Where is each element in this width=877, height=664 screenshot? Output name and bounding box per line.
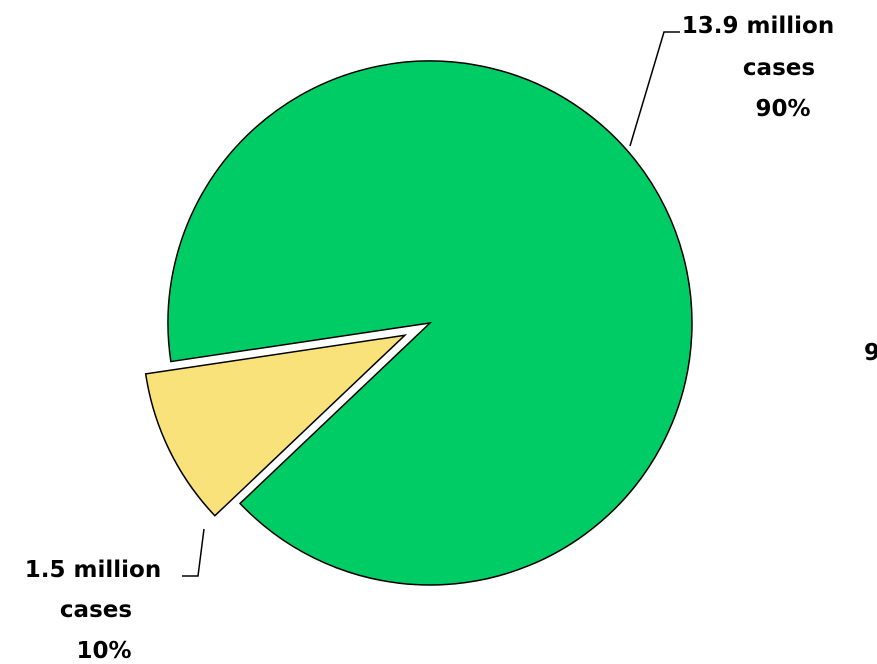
slice-label-large-line-2: cases (743, 55, 815, 81)
cut-off-label: 9 (864, 340, 877, 366)
pie-slice-large (167, 60, 693, 586)
leader-line-large-slice (629, 31, 680, 147)
slice-label-small-line-1: 1.5 million (25, 557, 161, 583)
slice-label-large-line-3: 90% (755, 96, 810, 122)
pie-slice-small (144, 334, 408, 517)
leader-line-small-slice (182, 528, 205, 577)
pie-slices (144, 60, 693, 586)
pie-labels: 13.9 million cases 90% 1.5 million cases… (25, 13, 877, 664)
slice-label-small-line-3: 10% (76, 638, 131, 664)
slice-label-small-line-2: cases (60, 597, 132, 623)
slice-label-large-line-1: 13.9 million (682, 13, 834, 39)
